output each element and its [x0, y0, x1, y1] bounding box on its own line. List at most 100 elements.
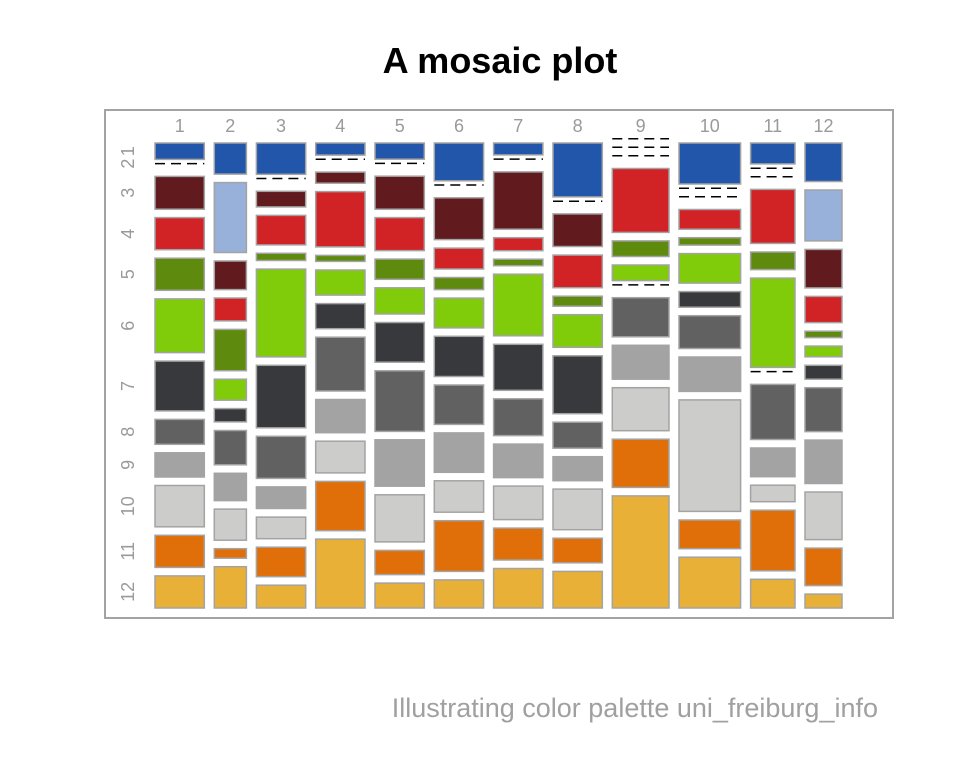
tile-col2-row6 [213, 378, 248, 401]
tile-col12-row6 [804, 345, 843, 358]
tile-col9-row4 [611, 167, 670, 234]
tile-col4-row9 [314, 398, 366, 434]
tile-col8-row7 [552, 355, 604, 415]
tile-col10-row9 [678, 356, 742, 393]
tile-col3-row6 [255, 268, 307, 358]
tile-col9-row6 [611, 264, 670, 282]
tile-col3-row3 [255, 190, 307, 208]
tile-col7-row7 [492, 343, 544, 392]
tile-col6-row1 [433, 142, 485, 182]
row-label-8: 8 [118, 427, 138, 437]
tile-col10-row12 [678, 556, 742, 609]
tile-col6-row10 [433, 480, 485, 513]
tile-col6-row9 [433, 432, 485, 474]
tile-col6-row12 [433, 579, 485, 609]
tile-col1-row10 [154, 484, 206, 528]
tile-col7-row11 [492, 527, 544, 561]
tile-col2-row10 [213, 508, 248, 541]
tile-col9-row8 [611, 296, 670, 338]
tile-col12-row2 [804, 189, 843, 242]
tile-col11-row12 [749, 578, 796, 609]
chart-title: A mosaic plot [382, 40, 618, 81]
tile-col12-row5 [804, 330, 843, 339]
tile-col4-row6 [314, 269, 366, 296]
tile-col5-row4 [374, 216, 426, 252]
tile-col3-row5 [255, 252, 307, 262]
tile-col10-row5 [678, 236, 742, 246]
row-label-6: 6 [118, 321, 138, 331]
column-labels: 1 2 3 4 5 6 7 8 9 10 11 12 [175, 116, 834, 136]
column-label-6: 6 [454, 116, 464, 136]
tile-col3-row12 [255, 584, 307, 609]
tile-col12-row4 [804, 295, 843, 324]
tile-col2-row3 [213, 260, 248, 291]
tile-col1-row12 [154, 575, 206, 609]
row-label-7: 7 [118, 381, 138, 391]
tile-col6-row5 [433, 276, 485, 291]
tile-col5-row9 [374, 439, 426, 487]
tile-col5-row5 [374, 258, 426, 281]
tile-col8-row3 [552, 213, 604, 248]
tile-col7-row1 [492, 142, 544, 156]
column-label-7: 7 [513, 116, 523, 136]
tile-col2-row5 [213, 328, 248, 372]
tile-col7-row3 [492, 171, 544, 230]
row-label-5: 5 [118, 269, 138, 279]
tile-col3-row11 [255, 546, 307, 578]
tile-col10-row6 [678, 252, 742, 284]
tile-col6-row8 [433, 384, 485, 426]
tile-col1-row1 [154, 142, 206, 161]
tile-col7-row4 [492, 236, 544, 252]
tile-col11-row10 [749, 484, 796, 503]
tile-col3-row4 [255, 214, 307, 246]
tile-col8-row8 [552, 421, 604, 449]
tile-col10-row1 [678, 142, 742, 185]
tile-col7-row12 [492, 567, 544, 609]
column-label-4: 4 [335, 116, 345, 136]
tile-col6-row6 [433, 297, 485, 329]
tile-col1-row8 [154, 418, 206, 446]
tile-col10-row4 [678, 208, 742, 230]
tile-col7-row8 [492, 398, 544, 437]
row-label-12: 12 [118, 582, 138, 602]
tile-col1-row4 [154, 216, 206, 251]
tile-col4-row12 [314, 538, 366, 609]
tile-col2-row9 [213, 472, 248, 502]
tile-col4-row4 [314, 190, 366, 248]
tile-col5-row11 [374, 549, 426, 576]
row-label-10: 10 [118, 496, 138, 516]
tile-col9-row5 [611, 240, 670, 258]
tile-col5-row12 [374, 582, 426, 609]
column-label-11: 11 [763, 116, 782, 136]
tile-col2-row2 [213, 181, 248, 254]
tile-col3-row8 [255, 435, 307, 480]
tile-col5-row3 [374, 175, 426, 210]
tile-col8-row9 [552, 455, 604, 482]
tile-col12-row3 [804, 248, 843, 289]
tile-col9-row9 [611, 344, 670, 380]
column-label-2: 2 [225, 116, 235, 136]
tile-col8-row6 [552, 313, 604, 349]
tile-col11-row8 [749, 383, 796, 441]
tile-col3-row1 [255, 142, 307, 176]
tile-col8-row11 [552, 537, 604, 564]
tile-col1-row7 [154, 360, 206, 412]
tile-col2-row1 [213, 142, 248, 175]
tile-col10-row8 [678, 314, 742, 350]
column-label-12: 12 [813, 116, 833, 136]
row-label-2: 2 [118, 159, 138, 169]
tile-col10-row11 [678, 519, 742, 550]
tile-col8-row4 [552, 254, 604, 289]
tile-col3-row10 [255, 516, 307, 540]
row-label-3: 3 [118, 188, 138, 198]
row-label-1: 1 [118, 146, 138, 156]
column-label-5: 5 [395, 116, 405, 136]
tile-col4-row8 [314, 336, 366, 392]
column-label-9: 9 [636, 116, 646, 136]
tile-col6-row7 [433, 335, 485, 378]
tile-col5-row1 [374, 142, 426, 160]
tile-col2-row8 [213, 429, 248, 466]
tile-col5-row8 [374, 370, 426, 433]
